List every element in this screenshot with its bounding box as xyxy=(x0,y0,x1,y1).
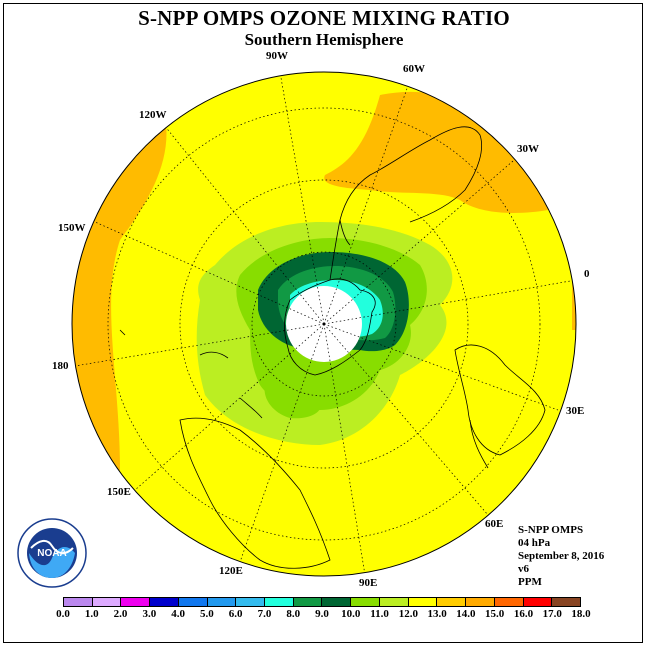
colorbar-swatch xyxy=(351,598,380,606)
colorbar-tick-label: 17.0 xyxy=(542,608,562,620)
colorbar-swatch xyxy=(207,598,237,606)
colorbar-swatch xyxy=(466,598,495,606)
instrument-label: S-NPP OMPS xyxy=(518,524,584,536)
colorbar-tick-label: 8.0 xyxy=(286,608,301,620)
colorbar-tick-label: 13.0 xyxy=(427,608,447,620)
colorbar-tick-label: 6.0 xyxy=(228,608,243,620)
colorbar-swatch xyxy=(178,598,208,606)
colorbar-tick-label: 18.0 xyxy=(571,608,591,620)
colorbar-tick-label: 11.0 xyxy=(370,608,389,620)
colorbar-swatch xyxy=(121,598,151,606)
lon-label-180: 180 xyxy=(52,360,69,372)
colorbar-swatch xyxy=(64,598,93,606)
colorbar-swatch xyxy=(150,598,179,606)
colorbar-swatch xyxy=(408,598,438,606)
field-10-11-south xyxy=(264,383,323,419)
colorbar-swatch xyxy=(322,598,352,606)
colorbar-swatch xyxy=(92,598,122,606)
lon-label-120w: 120W xyxy=(139,109,167,121)
colorbar-tick-label: 0.0 xyxy=(56,608,70,620)
map-border xyxy=(71,71,577,577)
colorbar-tick-label: 10.0 xyxy=(341,608,361,620)
lon-label-90w: 90W xyxy=(266,50,288,62)
colorbar-swatch xyxy=(523,598,553,606)
svg-text:NOAA: NOAA xyxy=(37,548,66,559)
lon-label-60w: 60W xyxy=(403,63,425,75)
lon-label-60e: 60E xyxy=(485,518,504,530)
latitude-circles xyxy=(107,107,541,541)
meridians xyxy=(74,72,576,576)
colorbar-tick-label: 2.0 xyxy=(113,608,128,620)
lon-label-120e: 120E xyxy=(219,565,243,577)
coastlines xyxy=(119,126,546,569)
colorbar-tick-label: 4.0 xyxy=(171,608,185,620)
map-title: S-NPP OMPS OZONE MIXING RATIO xyxy=(138,6,510,30)
colorbar-tick-label: 7.0 xyxy=(257,608,272,620)
colorbar-swatch xyxy=(293,598,323,606)
colorbar-swatch xyxy=(379,598,409,606)
lon-label-90e: 90E xyxy=(359,577,378,589)
units-label: PPM xyxy=(518,576,542,588)
colorbar-tick-label: 12.0 xyxy=(398,608,418,620)
colorbar-tick-label: 15.0 xyxy=(485,608,505,620)
lon-label-30w: 30W xyxy=(517,143,539,155)
noaa-logo: NOAA xyxy=(17,518,87,588)
map-info: S-NPP OMPS 04 hPa September 8, 2016 v6 P… xyxy=(518,524,604,589)
colorbar-tick-label: 1.0 xyxy=(84,608,99,620)
colorbar-tick-label: 9.0 xyxy=(315,608,329,620)
colorbar-tick-label: 16.0 xyxy=(513,608,534,620)
figure-frame xyxy=(3,3,643,643)
colorbar-swatch xyxy=(437,598,467,606)
colorbar-swatch xyxy=(552,598,580,606)
colorbar-swatch xyxy=(236,598,266,606)
colorbar-tick-label: 3.0 xyxy=(142,608,157,620)
colorbar-swatch xyxy=(265,598,294,606)
lon-label-0: 0 xyxy=(584,268,590,280)
colorbar xyxy=(63,597,581,607)
colorbar-tick-label: 14.0 xyxy=(456,608,476,620)
date-label: September 8, 2016 xyxy=(518,550,605,562)
pressure-level: 04 hPa xyxy=(518,537,551,549)
version-label: v6 xyxy=(518,563,529,575)
lon-label-30e: 30E xyxy=(566,405,585,417)
lon-label-150e: 150E xyxy=(107,486,131,498)
map-subtitle: Southern Hemisphere xyxy=(244,30,404,49)
colorbar-tick-label: 5.0 xyxy=(200,608,214,620)
colorbar-swatch xyxy=(494,598,524,606)
lon-label-150w: 150W xyxy=(58,222,86,234)
